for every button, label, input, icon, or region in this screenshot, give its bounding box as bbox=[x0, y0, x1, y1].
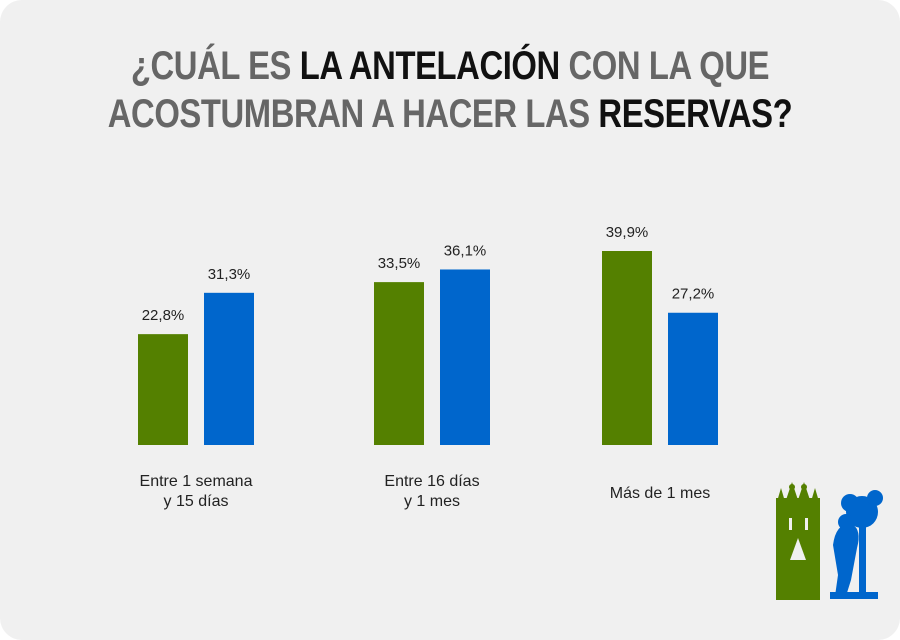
title-line-2: ACOSTUMBRAN A HACER LAS RESERVAS? bbox=[81, 90, 819, 138]
title-line-1-part-1: ¿CUÁL ES bbox=[130, 44, 300, 88]
data-label-series-1-category-1: 22,8% bbox=[142, 307, 185, 324]
data-label-series-2-category-2: 36,1% bbox=[444, 242, 487, 259]
bar-series-2-category-1 bbox=[204, 292, 254, 445]
bar-series-1-category-1 bbox=[138, 334, 188, 445]
category-label-1-line-1: Entre 1 semana bbox=[140, 473, 253, 490]
data-label-series-1-category-3: 39,9% bbox=[606, 224, 649, 241]
category-label-2-line-1: Entre 16 días bbox=[384, 473, 479, 490]
data-label-series-2-category-3: 27,2% bbox=[672, 286, 715, 303]
bar-series-1-category-2 bbox=[374, 282, 424, 445]
data-label-series-1-category-2: 33,5% bbox=[378, 255, 421, 272]
title-line-1-part-3: CON LA QUE bbox=[559, 44, 770, 88]
title-line-1-part-2: LA ANTELACIÓN bbox=[299, 44, 560, 88]
bar-series-2-category-2 bbox=[440, 269, 490, 445]
bar-series-1-category-3 bbox=[602, 251, 652, 445]
title-line-1: ¿CUÁL ES LA ANTELACIÓN CON LA QUE bbox=[81, 42, 819, 90]
category-label-1-line-2: y 15 días bbox=[164, 493, 229, 510]
title-line-2-part-2: RESERVAS? bbox=[598, 92, 793, 136]
title-line-2-part-1: ACOSTUMBRAN A HACER LAS bbox=[107, 92, 599, 136]
chart-title: ¿CUÁL ES LA ANTELACIÓN CON LA QUE ACOSTU… bbox=[81, 42, 819, 138]
category-label-3-line-1: Más de 1 mes bbox=[610, 485, 710, 502]
category-label-2-line-2: y 1 mes bbox=[404, 493, 460, 510]
bar-series-2-category-3 bbox=[668, 312, 718, 445]
data-label-series-2-category-1: 31,3% bbox=[208, 266, 251, 283]
